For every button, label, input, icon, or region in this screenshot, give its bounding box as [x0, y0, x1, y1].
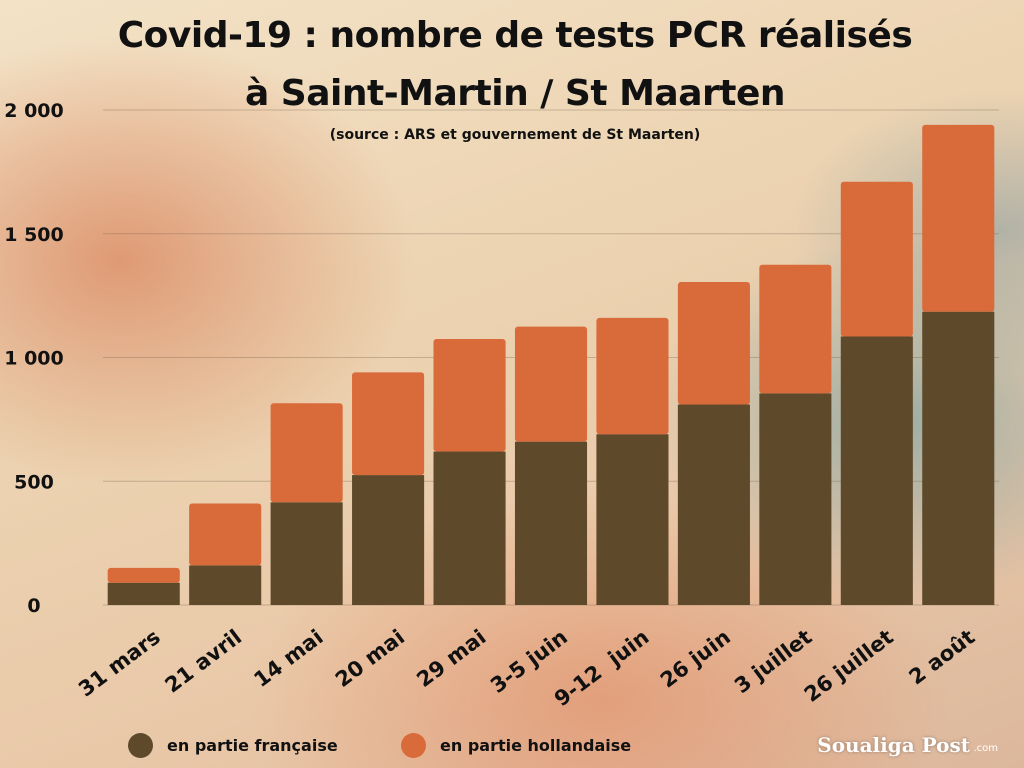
- chart-title: Covid-19 : nombre de tests PCR réalisés: [117, 15, 913, 56]
- y-axis-ticks: 0 500 1 000 1 500 2 000: [4, 100, 64, 617]
- bar-segment-french: [677, 404, 750, 605]
- y-tick-label: 1 500: [4, 224, 64, 246]
- x-tick-label: 14 mai: [249, 625, 327, 692]
- bar-segment-dutch: [840, 181, 913, 337]
- x-tick-label: 29 mai: [412, 625, 490, 692]
- bar-segment-dutch: [433, 338, 506, 452]
- chart-title-line2: à Saint-Martin / St Maarten: [244, 73, 786, 114]
- bar-segment-dutch: [107, 567, 180, 583]
- bar-segment-dutch: [596, 317, 669, 435]
- y-tick-label: 500: [14, 471, 54, 493]
- bar-segment-dutch: [514, 326, 588, 442]
- legend-swatch-dutch: [401, 732, 426, 758]
- y-tick-label: 0: [27, 595, 40, 617]
- legend-item-dutch: en partie hollandaise: [401, 732, 631, 758]
- bar-segment-french: [922, 311, 995, 605]
- bars: [107, 124, 995, 605]
- bar-segment-dutch: [922, 124, 995, 312]
- bar-segment-french: [433, 451, 506, 605]
- y-tick-label: 2 000: [4, 100, 64, 122]
- x-tick-label: 21 avril: [161, 625, 247, 698]
- legend-item-french: en partie française: [128, 732, 338, 758]
- y-tick-label: 1 000: [4, 348, 64, 370]
- bar-segment-french: [840, 336, 913, 605]
- legend-label-dutch: en partie hollandaise: [440, 735, 632, 755]
- bar-segment-french: [514, 441, 588, 605]
- bar-segment-dutch: [270, 403, 343, 503]
- chart-subtitle: (source : ARS et gouvernement de St Maar…: [329, 127, 701, 143]
- x-tick-label: 26 juin: [656, 625, 735, 693]
- bar-segment-french: [189, 565, 262, 605]
- legend-label-french: en partie française: [167, 735, 338, 755]
- bar-segment-french: [352, 475, 425, 605]
- logo-suffix: .com: [973, 743, 998, 754]
- logo: Soualiga Post: [817, 733, 970, 757]
- bar-segment-french: [270, 502, 343, 605]
- bar-segment-dutch: [759, 264, 832, 394]
- bar-segment-french: [107, 582, 180, 605]
- bar-segment-french: [596, 434, 669, 605]
- legend-swatch-french: [128, 732, 153, 758]
- x-tick-label: 26 juillet: [800, 625, 898, 707]
- bar-segment-dutch: [352, 372, 425, 476]
- x-tick-label: 2 août: [905, 625, 980, 690]
- bar-segment-french: [759, 393, 832, 605]
- bar-segment-dutch: [189, 503, 262, 566]
- x-tick-label: 31 mars: [74, 625, 165, 702]
- bar-segment-dutch: [677, 282, 750, 405]
- x-tick-label: 20 mai: [331, 625, 409, 692]
